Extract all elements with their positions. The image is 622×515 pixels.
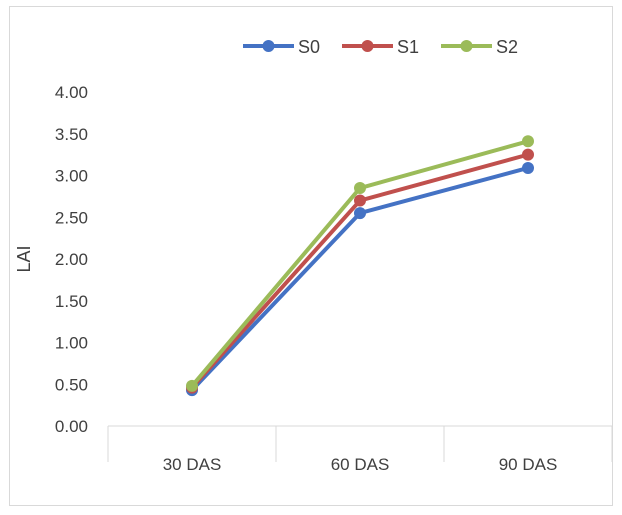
x-tick-label: 30 DAS <box>163 455 222 474</box>
legend-label: S0 <box>298 37 320 57</box>
data-point <box>186 379 198 392</box>
data-point <box>522 161 534 174</box>
data-point <box>354 182 366 195</box>
x-axis: 30 DAS 60 DAS 90 DAS <box>107 425 613 474</box>
series-line <box>190 139 529 388</box>
y-tick-label: 1.50 <box>55 292 88 311</box>
data-point <box>354 194 366 207</box>
legend-label: S2 <box>496 37 518 57</box>
legend-item-s0: S0 <box>243 37 320 57</box>
y-tick-label: 2.00 <box>55 250 88 269</box>
y-tick-label: 3.50 <box>55 125 88 144</box>
y-tick-label: 3.00 <box>55 167 88 186</box>
legend-item-s2: S2 <box>441 37 518 57</box>
legend-item-s1: S1 <box>342 37 419 57</box>
y-axis-title: LAI <box>14 245 34 272</box>
x-tick-label: 60 DAS <box>331 455 390 474</box>
data-point <box>522 148 534 161</box>
y-tick-label: 0.00 <box>55 417 88 436</box>
data-point <box>522 135 534 148</box>
series-layer <box>186 135 534 397</box>
y-tick-label: 0.50 <box>55 375 88 394</box>
y-tick-label: 2.50 <box>55 208 88 227</box>
series-s2 <box>186 135 534 392</box>
legend-label: S1 <box>397 37 419 57</box>
legend-marker <box>460 40 473 52</box>
legend-marker <box>262 40 275 52</box>
y-tick-label: 4.00 <box>55 83 88 102</box>
y-tick-label: 1.00 <box>55 334 88 353</box>
data-point <box>354 207 366 220</box>
x-tick-label: 90 DAS <box>499 455 558 474</box>
y-axis-tick-labels: 0.00 0.50 1.00 1.50 2.00 2.50 3.00 3.50 4.00 <box>55 83 88 436</box>
legend: S0 S1 S2 <box>243 37 518 57</box>
legend-marker <box>361 40 374 52</box>
